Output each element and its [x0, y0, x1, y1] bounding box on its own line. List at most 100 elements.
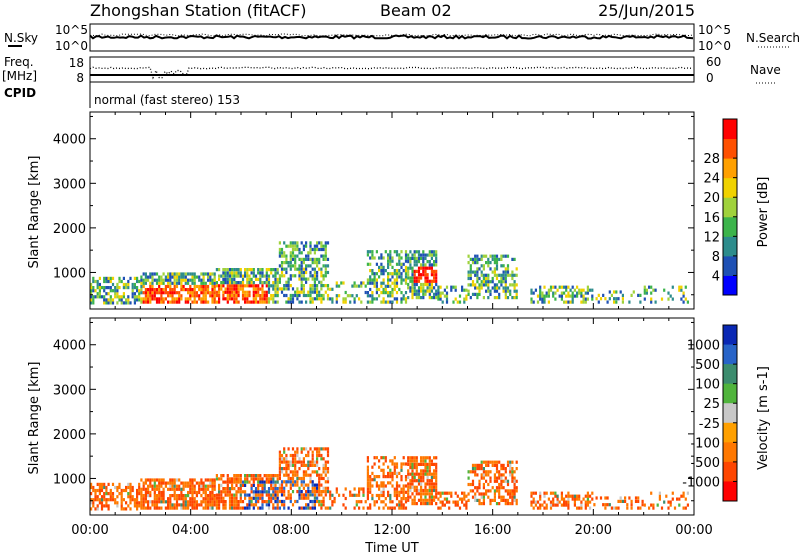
power-cell: [213, 300, 216, 304]
velocity-cell: [433, 469, 436, 473]
velocity-cell: [543, 494, 546, 498]
velocity-cell: [480, 460, 483, 464]
power-cell: [433, 253, 436, 257]
power-cell: [202, 294, 205, 298]
power-cell: [678, 288, 681, 292]
velocity-cell: [480, 463, 483, 467]
velocity-cell: [511, 470, 514, 474]
power-cell: [513, 273, 516, 277]
power-cell: [235, 281, 238, 285]
power-cell: [246, 281, 249, 285]
velocity-cell: [313, 493, 316, 497]
power-cell: [261, 268, 264, 272]
velocity-cell: [138, 488, 141, 493]
velocity-cell: [375, 500, 378, 504]
velocity-cell: [202, 500, 205, 504]
velocity-cell: [220, 477, 223, 481]
power-cell: [615, 297, 618, 301]
velocity-cell: [267, 480, 271, 484]
power-colorbar-segment: [723, 275, 737, 296]
power-cell: [355, 284, 358, 288]
power-cell: [175, 278, 179, 282]
velocity-cell: [476, 486, 479, 490]
velocity-cell: [430, 462, 433, 466]
velocity-cell: [318, 476, 321, 481]
velocity-cell: [417, 498, 421, 502]
velocity-cell: [302, 473, 305, 477]
power-cell: [252, 268, 255, 272]
velocity-cell: [316, 483, 319, 487]
velocity-ytick-label: 4000: [53, 339, 86, 354]
power-cell: [162, 291, 165, 295]
velocity-cell: [283, 450, 286, 454]
power-cell: [621, 300, 624, 304]
velocity-cell: [393, 506, 396, 510]
velocity-cell: [489, 498, 492, 502]
power-cell: [391, 256, 394, 260]
power-ytick-label: 1000: [53, 266, 86, 281]
velocity-cell: [105, 504, 108, 508]
velocity-cell: [259, 477, 262, 481]
power-cell: [248, 300, 251, 304]
power-cell: [456, 300, 459, 304]
velocity-cell: [220, 483, 223, 487]
velocity-cell: [458, 497, 462, 501]
power-cell: [140, 278, 143, 282]
velocity-cell: [513, 486, 516, 490]
power-cell: [193, 297, 196, 301]
power-cell: [267, 300, 271, 304]
power-cell: [480, 257, 483, 261]
velocity-cell: [545, 506, 548, 510]
power-cell: [404, 291, 408, 295]
power-cell: [235, 287, 238, 291]
velocity-cell: [384, 475, 387, 479]
power-cell: [400, 275, 403, 279]
power-cell: [272, 300, 275, 304]
power-cell: [96, 282, 99, 287]
power-cell: [433, 279, 436, 283]
velocity-cell: [191, 497, 194, 501]
power-cell: [300, 280, 303, 284]
power-cell: [226, 281, 229, 285]
power-cell: [411, 279, 414, 283]
velocity-cell: [316, 463, 319, 467]
power-cell: [424, 256, 427, 260]
velocity-cell: [193, 497, 196, 501]
power-cell: [407, 273, 410, 277]
power-cell: [200, 297, 203, 301]
velocity-cell: [469, 489, 472, 493]
power-cell: [291, 300, 295, 304]
velocity-cell: [278, 483, 281, 487]
power-cell: [504, 270, 507, 274]
power-cell: [151, 288, 154, 292]
velocity-cell: [171, 506, 174, 510]
power-cell: [502, 276, 505, 281]
power-cell: [127, 286, 130, 290]
velocity-cell: [272, 490, 275, 494]
velocity-cell: [485, 463, 488, 467]
power-cell: [578, 288, 581, 292]
velocity-cell: [246, 506, 249, 510]
velocity-cell: [235, 506, 238, 510]
power-cell: [474, 273, 477, 277]
velocity-cell: [433, 456, 436, 460]
power-cell: [307, 257, 310, 261]
velocity-cell: [369, 478, 372, 482]
velocity-cell: [445, 497, 449, 501]
power-cell: [316, 284, 319, 288]
velocity-cell: [487, 470, 490, 474]
power-cell: [252, 290, 255, 294]
velocity-cell: [478, 498, 481, 502]
power-cell: [420, 263, 423, 267]
power-cell: [495, 273, 499, 277]
velocity-cell: [502, 479, 505, 483]
power-cell: [259, 277, 262, 281]
power-cell: [471, 257, 475, 261]
power-cell: [608, 297, 611, 301]
power-cell: [309, 287, 312, 291]
velocity-cell: [175, 503, 179, 507]
velocity-cell: [200, 503, 203, 507]
power-cell: [417, 250, 421, 254]
power-cell: [395, 250, 399, 254]
velocity-cell: [318, 453, 321, 458]
